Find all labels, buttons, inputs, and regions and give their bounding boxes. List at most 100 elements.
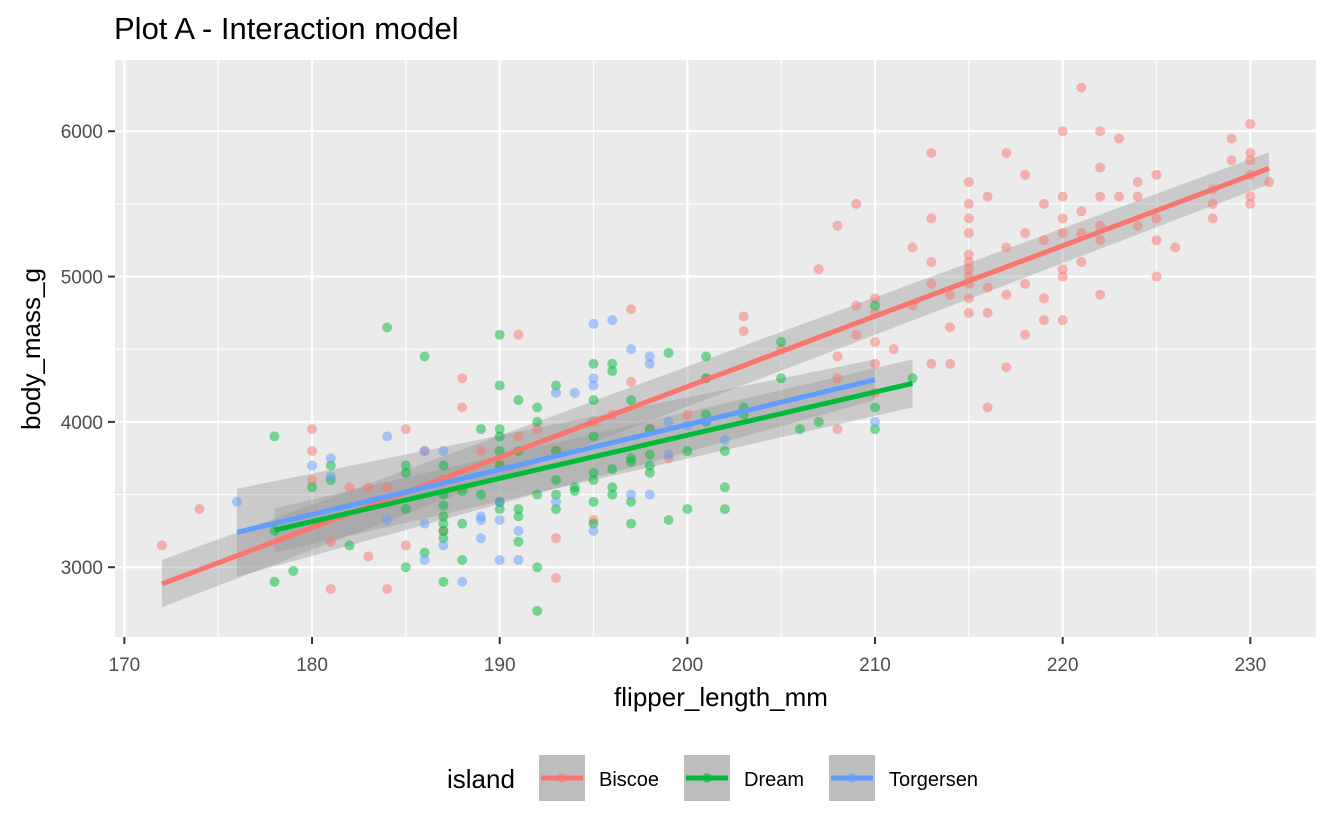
x-tick-label: 200 xyxy=(672,655,704,676)
data-point-dream xyxy=(607,366,618,377)
data-point-dream xyxy=(400,562,411,573)
data-point-torgersen xyxy=(588,380,599,391)
data-point-biscoe xyxy=(926,213,937,224)
data-point-dream xyxy=(607,358,618,369)
data-point-biscoe xyxy=(1151,235,1162,246)
data-point-biscoe xyxy=(1001,289,1012,300)
data-point-torgersen xyxy=(588,525,599,536)
data-point-biscoe xyxy=(1095,235,1106,246)
data-point-dream xyxy=(532,489,543,500)
data-point-biscoe xyxy=(926,148,937,159)
data-point-biscoe xyxy=(963,198,974,209)
data-point-dream xyxy=(438,511,449,522)
data-point-dream xyxy=(870,300,881,311)
data-point-dream xyxy=(513,511,524,522)
data-point-biscoe xyxy=(963,249,974,260)
data-point-dream xyxy=(494,431,505,442)
data-point-dream xyxy=(588,475,599,486)
data-point-dream xyxy=(870,424,881,435)
data-point-biscoe xyxy=(1264,177,1275,188)
data-point-dream xyxy=(550,504,561,515)
data-point-biscoe xyxy=(1245,191,1256,202)
data-point-dream xyxy=(626,518,637,529)
data-point-torgersen xyxy=(644,489,655,500)
legend: island Biscoe Dream Torgersen xyxy=(447,755,978,801)
data-point-dream xyxy=(438,525,449,536)
data-point-biscoe xyxy=(307,475,318,486)
data-point-biscoe xyxy=(1038,293,1049,304)
y-tick-label: 5000 xyxy=(61,268,103,289)
data-point-dream xyxy=(532,605,543,616)
data-point-torgersen xyxy=(419,554,430,565)
data-point-dream xyxy=(532,402,543,413)
data-point-torgersen xyxy=(663,416,674,427)
data-point-dream xyxy=(626,456,637,467)
data-point-dream xyxy=(400,467,411,478)
data-point-dream xyxy=(776,373,787,384)
y-axis: 3000 4000 5000 6000 xyxy=(61,122,115,579)
data-point-biscoe xyxy=(813,264,824,275)
data-point-biscoe xyxy=(888,344,899,355)
data-point-dream xyxy=(550,475,561,486)
data-point-dream xyxy=(438,576,449,587)
data-point-biscoe xyxy=(626,304,637,315)
data-point-torgersen xyxy=(307,460,318,471)
data-point-dream xyxy=(494,504,505,515)
data-point-biscoe xyxy=(626,376,637,387)
data-point-torgersen xyxy=(513,554,524,565)
data-point-torgersen xyxy=(382,431,393,442)
data-point-dream xyxy=(682,504,693,515)
confidence-band-torgersen xyxy=(236,359,876,577)
data-point-dream xyxy=(644,467,655,478)
x-tick-label: 180 xyxy=(296,655,328,676)
data-point-dream xyxy=(457,554,468,565)
data-point-dream xyxy=(644,460,655,471)
data-point-biscoe xyxy=(851,329,862,340)
data-point-dream xyxy=(400,460,411,471)
data-point-biscoe xyxy=(926,278,937,289)
data-point-biscoe xyxy=(1001,148,1012,159)
data-point-biscoe xyxy=(1151,213,1162,224)
data-point-biscoe xyxy=(1001,242,1012,253)
data-point-biscoe xyxy=(1057,213,1068,224)
data-point-biscoe xyxy=(1038,235,1049,246)
data-point-biscoe xyxy=(1001,362,1012,373)
data-point-dream xyxy=(494,445,505,456)
data-point-dream xyxy=(494,329,505,340)
data-point-dream xyxy=(663,515,674,526)
data-point-biscoe xyxy=(325,536,336,547)
data-point-biscoe xyxy=(1076,82,1087,93)
data-point-dream xyxy=(532,562,543,573)
data-point-dream xyxy=(382,322,393,333)
data-point-biscoe xyxy=(382,482,393,493)
data-point-biscoe xyxy=(870,358,881,369)
data-point-dream xyxy=(626,395,637,406)
data-point-dream xyxy=(325,460,336,471)
data-point-torgersen xyxy=(550,496,561,507)
data-point-biscoe xyxy=(1132,191,1143,202)
data-point-dream xyxy=(475,424,486,435)
data-point-torgersen xyxy=(457,576,468,587)
data-point-dream xyxy=(719,482,730,493)
fit-lines xyxy=(161,165,1270,587)
data-point-biscoe xyxy=(1245,148,1256,159)
data-point-biscoe xyxy=(963,257,974,268)
data-point-biscoe xyxy=(382,584,393,595)
data-point-biscoe xyxy=(1020,329,1031,340)
data-point-torgersen xyxy=(231,496,242,507)
data-point-dream xyxy=(870,402,881,413)
data-point-biscoe xyxy=(457,402,468,413)
data-point-biscoe xyxy=(513,431,524,442)
data-point-torgersen xyxy=(644,358,655,369)
data-point-biscoe xyxy=(532,424,543,435)
data-point-biscoe xyxy=(907,242,918,253)
data-point-dream xyxy=(457,518,468,529)
data-point-biscoe xyxy=(963,307,974,318)
data-point-biscoe xyxy=(156,540,167,551)
data-point-dream xyxy=(569,482,580,493)
y-tick-label: 4000 xyxy=(61,413,103,434)
data-point-biscoe xyxy=(1132,220,1143,231)
data-point-dream xyxy=(588,395,599,406)
data-point-biscoe xyxy=(832,351,843,362)
legend-label-dream: Dream xyxy=(744,769,804,791)
